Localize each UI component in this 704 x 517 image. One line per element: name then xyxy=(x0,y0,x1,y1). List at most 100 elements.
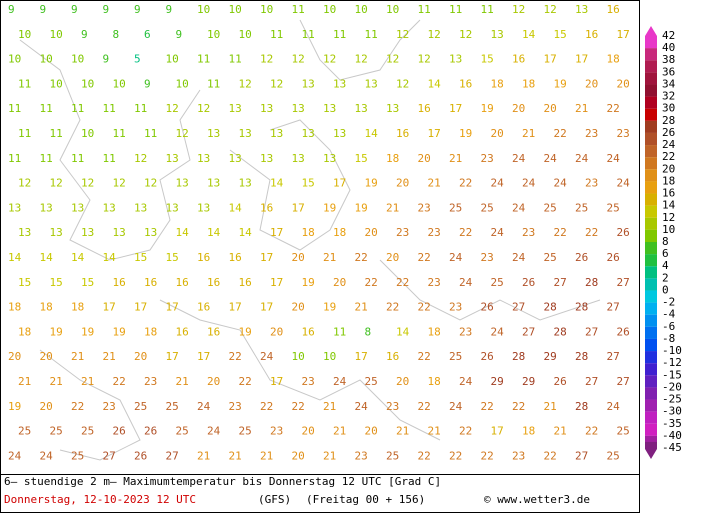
temperature-value: 15 xyxy=(302,177,315,190)
temperature-value: 25 xyxy=(449,201,462,214)
temperature-value: 12 xyxy=(355,53,368,66)
temperature-value: 19 xyxy=(239,325,252,338)
temperature-value: 14 xyxy=(239,226,253,239)
temperature-value: 24 xyxy=(40,449,54,462)
temperature-value: 9 xyxy=(166,3,173,16)
temperature-value: 20 xyxy=(386,251,399,264)
temperature-value: 14 xyxy=(428,77,442,90)
temperature-value: 11 xyxy=(103,152,116,165)
temperature-value: 21 xyxy=(386,201,399,214)
temperature-value: 20 xyxy=(292,301,305,314)
temperature-value: 16 xyxy=(207,276,220,289)
temperature-value: 18 xyxy=(386,152,399,165)
temperature-value: 14 xyxy=(207,226,221,239)
temperature-value: 16 xyxy=(113,276,126,289)
temperature-value: 20 xyxy=(292,449,305,462)
temperature-value: 12 xyxy=(270,77,283,90)
temperature-value: 22 xyxy=(544,449,557,462)
temperature-value: 13 xyxy=(40,201,53,214)
temperature-value: 24 xyxy=(491,325,505,338)
temperature-value: 13 xyxy=(113,226,126,239)
temperature-value: 19 xyxy=(81,325,94,338)
legend-label: 12 xyxy=(662,211,675,224)
temperature-value: 22 xyxy=(481,449,494,462)
temperature-value: 13 xyxy=(207,177,220,190)
map-frame xyxy=(0,0,640,475)
temperature-value: 13 xyxy=(386,102,399,115)
temperature-value: 11 xyxy=(71,102,84,115)
temperature-value: 11 xyxy=(449,3,462,16)
footer-run: (Freitag 00 + 156) xyxy=(306,493,425,506)
temperature-value: 11 xyxy=(270,28,283,41)
legend-swatch xyxy=(645,375,657,388)
legend-label: 36 xyxy=(662,65,675,78)
temperature-value: 12 xyxy=(260,53,273,66)
temperature-value: 13 xyxy=(71,201,84,214)
temperature-value: 16 xyxy=(512,53,525,66)
temperature-value: 17 xyxy=(260,251,273,264)
temperature-value: 29 xyxy=(544,350,557,363)
legend-label: 2 xyxy=(662,271,669,284)
temperature-value: 22 xyxy=(418,350,431,363)
temperature-value: 15 xyxy=(481,53,494,66)
temperature-value: 17 xyxy=(333,177,346,190)
legend-label: -15 xyxy=(662,368,682,381)
temperature-value: 18 xyxy=(71,301,84,314)
temperature-value: 16 xyxy=(418,102,431,115)
temperature-value: 11 xyxy=(8,152,21,165)
temperature-value: 21 xyxy=(428,425,441,438)
temperature-value: 11 xyxy=(113,127,126,140)
temperature-value: 10 xyxy=(239,28,252,41)
temperature-value: 24 xyxy=(522,177,536,190)
legend-swatch xyxy=(645,399,657,412)
temperature-value: 15 xyxy=(554,28,567,41)
temperature-value: 20 xyxy=(270,325,283,338)
temperature-value: 10 xyxy=(113,77,126,90)
temperature-value: 14 xyxy=(522,28,536,41)
temperature-value: 26 xyxy=(113,425,126,438)
temperature-value: 19 xyxy=(355,201,368,214)
temperature-value: 21 xyxy=(333,425,346,438)
temperature-value: 26 xyxy=(522,276,535,289)
temperature-value: 18 xyxy=(8,301,21,314)
temperature-value: 13 xyxy=(365,77,378,90)
temperature-value: 8 xyxy=(365,325,372,338)
temperature-value: 25 xyxy=(81,425,94,438)
temperature-value: 25 xyxy=(607,449,620,462)
temperature-value: 15 xyxy=(166,251,179,264)
temperature-value: 10 xyxy=(323,350,336,363)
temperature-value: 13 xyxy=(134,201,147,214)
temperature-value: 10 xyxy=(71,53,84,66)
legend-swatch xyxy=(645,266,657,279)
temperature-value: 27 xyxy=(607,301,620,314)
temperature-value: 17 xyxy=(270,226,283,239)
temperature-value: 11 xyxy=(134,102,147,115)
temperature-value: 22 xyxy=(292,400,305,413)
temperature-value: 17 xyxy=(617,28,630,41)
legend-label: 42 xyxy=(662,29,675,42)
temperature-value: 21 xyxy=(229,449,242,462)
temperature-value: 19 xyxy=(323,201,336,214)
temperature-value: 22 xyxy=(459,177,472,190)
temperature-value: 10 xyxy=(355,3,368,16)
temperature-value: 16 xyxy=(396,127,409,140)
temperature-value: 13 xyxy=(197,152,210,165)
temperature-value: 19 xyxy=(8,400,21,413)
temperature-value: 25 xyxy=(386,449,399,462)
temperature-value: 24 xyxy=(197,400,211,413)
legend-label: 20 xyxy=(662,162,675,175)
legend-label: 34 xyxy=(662,77,676,90)
temperature-value: 26 xyxy=(575,251,588,264)
legend-label: 28 xyxy=(662,114,675,127)
legend-label: 32 xyxy=(662,90,675,103)
legend-swatch xyxy=(645,242,657,255)
temperature-value: 11 xyxy=(292,3,305,16)
temperature-value: 23 xyxy=(103,400,116,413)
temperature-value: 28 xyxy=(585,276,598,289)
temperature-value: 12 xyxy=(166,102,179,115)
temperature-value: 21 xyxy=(575,102,588,115)
temperature-value: 13 xyxy=(449,53,462,66)
temperature-value: 13 xyxy=(239,177,252,190)
temperature-value: 22 xyxy=(449,449,462,462)
